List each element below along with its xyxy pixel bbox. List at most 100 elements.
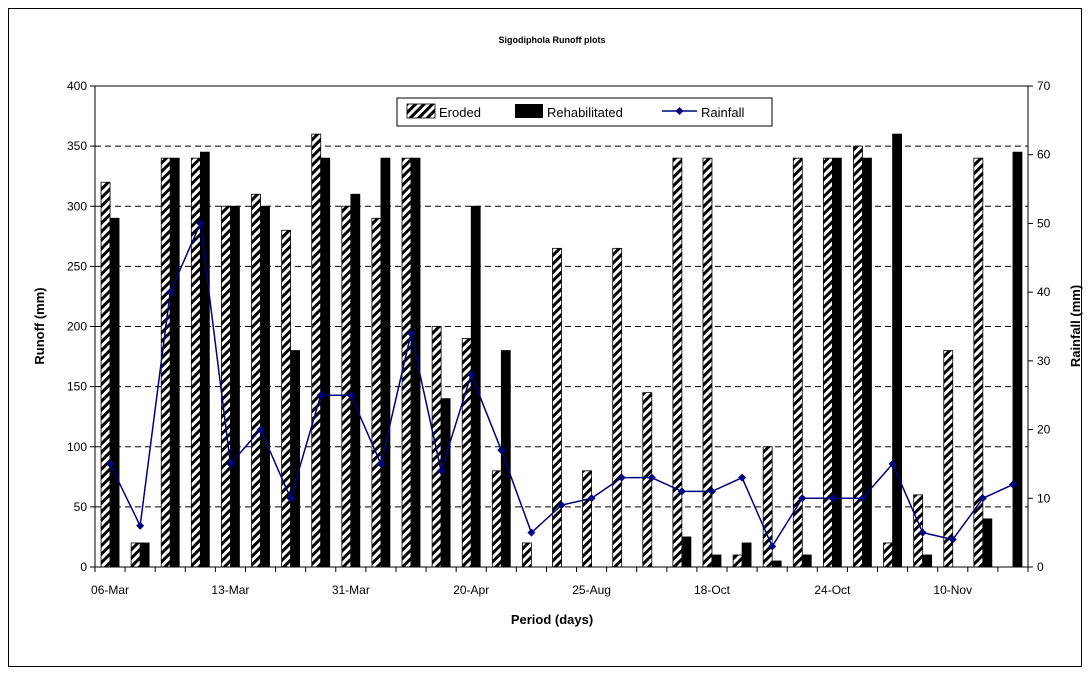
y2-tick-label: 40 — [1037, 285, 1051, 299]
rainfall-marker — [858, 494, 867, 503]
bar-eroded — [522, 542, 532, 568]
bar-rehabilitated — [109, 217, 120, 568]
bar-eroded — [943, 350, 954, 568]
y2-tick-label: 50 — [1037, 216, 1051, 230]
bar-rehabilitated — [500, 350, 511, 568]
x-tick-label: 18-Oct — [694, 583, 731, 597]
chart-title: Sigodiphola Runoff plots — [499, 35, 606, 45]
bar-eroded — [251, 193, 261, 568]
bar-rehabilitated — [260, 205, 270, 568]
rainfall-marker — [286, 494, 295, 503]
bar-rehabilitated — [711, 554, 722, 568]
x-tick-label: 25-Aug — [572, 583, 611, 597]
x-tick-label: 24-Oct — [814, 583, 851, 597]
rainfall-marker — [948, 535, 957, 544]
bar-eroded — [281, 229, 292, 568]
legend: Eroded Rehabilitated Rainfall — [396, 97, 773, 127]
bar-eroded — [552, 247, 562, 568]
bar-eroded — [612, 247, 623, 568]
y2-tick-label: 10 — [1037, 491, 1051, 505]
x-tick-label: 06-Mar — [91, 583, 129, 597]
ticks-group: 0 50 100 150 200 250 300 350 400 0 10 20 30 40 50 60 70 0… — [67, 79, 1051, 597]
x-tick-label: 10-Nov — [933, 583, 972, 597]
bar-rehabilitated — [892, 133, 902, 568]
rainfall-marker — [738, 473, 747, 482]
bar-rehabilitated — [230, 205, 240, 568]
legend-swatch-rehabilitated — [515, 104, 543, 118]
bar-rehabilitated — [440, 398, 451, 568]
x-tick-label: 20-Apr — [453, 583, 489, 597]
y2-tick-label: 70 — [1037, 79, 1051, 93]
legend-label-eroded: Eroded — [439, 105, 481, 120]
y-tick-label: 350 — [67, 139, 87, 153]
rainfall-marker — [677, 487, 686, 496]
rainfall-line-group — [106, 219, 1017, 551]
bar-eroded — [702, 157, 713, 568]
bar-eroded — [582, 470, 592, 568]
rainfall-marker — [587, 494, 596, 503]
bar-eroded — [822, 157, 833, 568]
bar-rehabilitated — [139, 542, 150, 568]
bar-eroded — [491, 470, 502, 568]
bar-eroded — [311, 133, 322, 568]
bar-eroded — [221, 205, 231, 568]
rainfall-marker — [437, 466, 446, 475]
y2-tick-label: 60 — [1037, 148, 1051, 162]
rainfall-marker — [106, 459, 115, 468]
y-tick-label: 0 — [80, 560, 87, 574]
bar-rehabilitated — [350, 193, 361, 568]
bar-eroded — [883, 542, 893, 568]
y-tick-label: 200 — [67, 320, 87, 334]
rainfall-marker — [346, 391, 355, 400]
y-tick-label: 100 — [67, 440, 87, 454]
bar-rehabilitated — [320, 157, 331, 568]
bar-rehabilitated — [862, 157, 872, 568]
bar-eroded — [160, 157, 171, 568]
bar-eroded — [341, 205, 352, 568]
bar-rehabilitated — [199, 151, 210, 568]
bar-eroded — [190, 157, 201, 568]
bar-rehabilitated — [801, 554, 812, 568]
rainfall-marker — [497, 446, 506, 455]
bar-eroded — [100, 181, 111, 568]
legend-label-rainfall: Rainfall — [701, 105, 744, 120]
bar-rehabilitated — [380, 157, 391, 568]
bar-rehabilitated — [1012, 151, 1023, 568]
rainfall-marker — [376, 459, 385, 468]
rainfall-marker — [798, 494, 807, 503]
legend-box — [396, 97, 773, 127]
y-tick-label: 250 — [67, 259, 87, 273]
rainfall-marker — [196, 219, 205, 228]
y-tick-label: 400 — [67, 79, 87, 93]
bar-rehabilitated — [741, 542, 752, 568]
rainfall-marker — [226, 459, 235, 468]
bar-rehabilitated — [922, 554, 933, 568]
rainfall-marker — [978, 494, 987, 503]
rainfall-marker — [557, 501, 566, 510]
y-tick-label: 150 — [67, 380, 87, 394]
x-axis-title: Period (days) — [511, 612, 593, 627]
rainfall-marker — [888, 459, 897, 468]
y2-axis-title: Rainfall (mm) — [1068, 285, 1083, 367]
rainfall-marker — [768, 542, 777, 551]
bar-rehabilitated — [410, 157, 421, 568]
bar-eroded — [401, 157, 412, 568]
rainfall-marker — [918, 528, 927, 537]
rainfall-marker — [1008, 480, 1017, 489]
y2-tick-label: 20 — [1037, 423, 1051, 437]
legend-label-rehabilitated: Rehabilitated — [547, 105, 623, 120]
rainfall-marker — [407, 329, 416, 338]
bar-rehabilitated — [681, 536, 692, 568]
rainfall-marker — [828, 494, 837, 503]
x-tick-label: 13-Mar — [211, 583, 249, 597]
rainfall-marker — [707, 487, 716, 496]
y-tick-label: 300 — [67, 199, 87, 213]
legend-swatch-eroded — [406, 103, 436, 119]
bars-group — [100, 133, 1023, 568]
y-tick-label: 50 — [74, 500, 88, 514]
rainfall-marker — [647, 473, 656, 482]
rainfall-marker — [256, 425, 265, 434]
bar-rehabilitated — [290, 350, 301, 568]
bar-rehabilitated — [831, 157, 842, 568]
